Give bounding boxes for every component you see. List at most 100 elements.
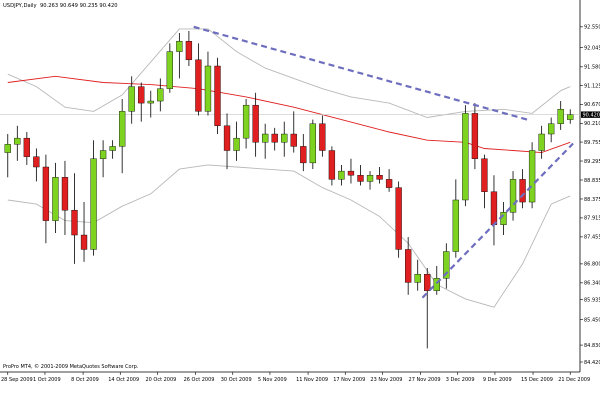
bullish-candle [52, 177, 59, 221]
bullish-candle [567, 114, 574, 120]
bullish-candle [452, 199, 459, 252]
bullish-candle [14, 137, 21, 145]
bearish-candle [357, 175, 364, 182]
date-tick-label: 3 Dec 2009 [446, 377, 475, 383]
bullish-candle [548, 123, 555, 135]
bullish-candle [119, 111, 126, 147]
current-price-tag [581, 111, 600, 118]
bearish-candle [223, 125, 231, 151]
bullish-candle [462, 113, 469, 201]
price-tick-label: 87.455 [584, 235, 600, 241]
price-tick-label: 85.450 [584, 317, 600, 323]
bullish-candle [176, 41, 183, 52]
bearish-candle [471, 113, 479, 159]
copyright-label: ProPro MT4, © 2001-2009 MetaQuotes Softw… [3, 363, 139, 370]
price-axis: 92.550 92.045 91.580 91.125 90.670 90.210 89.7… [580, 25, 600, 366]
bearish-candle [33, 156, 40, 168]
bearish-candle [80, 234, 88, 250]
price-tick-label: 89.295 [584, 159, 600, 165]
price-tick-label: 88.375 [584, 197, 600, 203]
bullish-candle [166, 51, 173, 89]
bearish-candle [290, 133, 297, 147]
bullish-candle [128, 86, 135, 112]
bullish-candle [528, 150, 536, 203]
bullish-candle [433, 278, 440, 291]
bullish-candle [99, 150, 107, 159]
date-tick-label: 5 Nov 2009 [258, 377, 287, 383]
bullish-candle [281, 133, 288, 143]
bearish-candle [214, 65, 221, 126]
bullish-candle [366, 175, 374, 182]
date-tick-label: 26 Oct 2009 [184, 377, 215, 383]
bullish-candle [309, 123, 316, 164]
bollinger-lower-line [7, 164, 571, 308]
price-tick-label: 90.210 [584, 121, 600, 127]
bearish-candle [376, 175, 383, 180]
bearish-candle [490, 191, 498, 225]
bullish-candle [109, 146, 116, 151]
bullish-candle [242, 104, 250, 139]
date-axis: 28 Sep 2009 1 Oct 2009 8 Oct 2009 14 Oct 20… [1, 372, 590, 383]
bearish-candle [271, 133, 278, 143]
bullish-candle [338, 170, 345, 180]
date-tick-label: 21 Dec 2009 [558, 377, 590, 383]
price-tick-label: 90.670 [584, 102, 600, 108]
price-tick-label: 86.800 [584, 262, 600, 268]
price-tick-label: 91.125 [584, 83, 600, 89]
date-tick-label: 23 Nov 2009 [370, 377, 402, 383]
bearish-candle [405, 249, 412, 283]
bearish-candle [42, 166, 50, 221]
bullish-candle [204, 65, 212, 112]
date-tick-label: 15 Dec 2009 [521, 377, 553, 383]
bearish-candle [23, 137, 30, 157]
resistance-trendline [193, 25, 528, 121]
bullish-candle [90, 158, 97, 250]
bearish-candle [319, 123, 326, 151]
bullish-candle [538, 133, 545, 151]
price-tick-label: 92.550 [584, 25, 600, 31]
moving-average-line [7, 75, 571, 154]
bearish-candle [385, 179, 393, 188]
date-tick-label: 28 Sep 2009 [1, 377, 33, 383]
date-tick-label: 1 Oct 2009 [33, 377, 61, 383]
price-tick-label: 87.915 [584, 216, 600, 222]
bullish-candle [147, 100, 154, 104]
date-tick-label: 11 Nov 2009 [296, 377, 328, 383]
bullish-candle [500, 212, 507, 225]
bearish-candle [185, 41, 193, 61]
bullish-candle [509, 179, 517, 213]
price-tick-label: 89.755 [584, 140, 600, 146]
price-tick-label: 91.580 [584, 65, 600, 71]
price-tick-label: 84.420 [584, 360, 600, 366]
ohlc-readout: 90.263 90.649 90.235 90.420 [40, 3, 118, 9]
bearish-candle [71, 210, 78, 236]
symbol-label: USDJPY,Daily [3, 3, 37, 9]
bearish-candle [395, 187, 402, 250]
price-tick-label: 92.045 [584, 45, 600, 51]
bollinger-upper-line [7, 28, 571, 118]
bullish-candle [557, 109, 564, 124]
date-tick-label: 14 Oct 2009 [108, 377, 139, 383]
date-tick-label: 30 Oct 2009 [221, 377, 252, 383]
bullish-candle [262, 133, 269, 143]
bearish-candle [61, 177, 69, 211]
price-tick-label: 84.830 [584, 343, 600, 349]
date-tick-label: 8 Oct 2009 [71, 377, 99, 383]
support-trendline [421, 142, 574, 299]
bearish-candle [328, 150, 336, 180]
bullish-candle [4, 144, 11, 153]
bearish-candle [481, 158, 488, 192]
bearish-candle [195, 59, 202, 112]
bullish-candle [233, 137, 240, 151]
current-price-label: 90.420 [583, 112, 600, 118]
price-tick-label: 86.340 [584, 281, 600, 287]
date-tick-label: 17 Nov 2009 [333, 377, 365, 383]
date-tick-label: 27 Nov 2009 [409, 377, 441, 383]
price-tick-label: 85.935 [584, 297, 600, 303]
bullish-candle [414, 273, 421, 283]
bearish-candle [347, 170, 355, 176]
date-tick-label: 9 Dec 2009 [483, 377, 512, 383]
